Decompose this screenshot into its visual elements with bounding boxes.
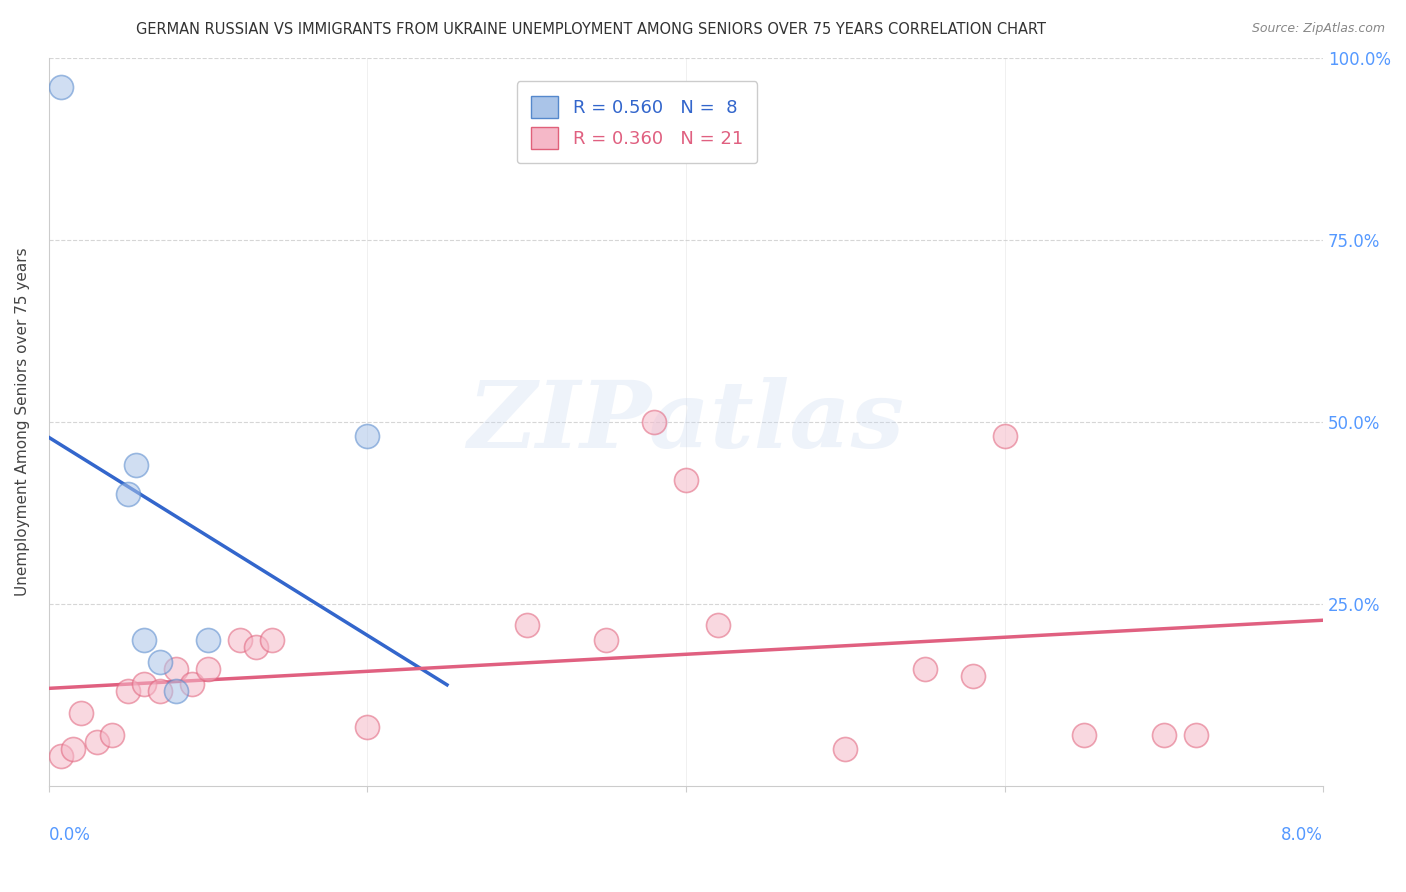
Point [356,720,378,734]
Point [101,728,124,742]
Point [962,669,984,683]
Point [134,632,156,647]
Point [62,742,84,756]
Point [595,632,617,647]
Point [86,735,108,749]
Point [117,487,139,501]
Point [125,458,148,473]
Point [1073,728,1095,742]
Text: Source: ZipAtlas.com: Source: ZipAtlas.com [1251,22,1385,36]
Point [675,473,697,487]
Point [707,618,730,632]
Text: GERMAN RUSSIAN VS IMMIGRANTS FROM UKRAINE UNEMPLOYMENT AMONG SENIORS OVER 75 YEA: GERMAN RUSSIAN VS IMMIGRANTS FROM UKRAIN… [135,22,1046,37]
Point [914,662,936,676]
Point [356,429,378,443]
Point [197,632,219,647]
Point [117,684,139,698]
Point [245,640,267,655]
Point [643,415,665,429]
Point [51,749,73,764]
Point [69,706,91,720]
Point [229,632,252,647]
Point [165,684,187,698]
Text: 0.0%: 0.0% [49,826,90,844]
Point [181,676,204,690]
Y-axis label: Unemployment Among Seniors over 75 years: Unemployment Among Seniors over 75 years [15,247,30,596]
Point [134,676,156,690]
Point [197,662,219,676]
Point [51,79,73,94]
Legend: R = 0.560   N =  8, R = 0.360   N = 21: R = 0.560 N = 8, R = 0.360 N = 21 [516,81,758,163]
Text: ZIPatlas: ZIPatlas [467,376,904,467]
Point [149,655,172,669]
Point [260,632,283,647]
Point [149,684,172,698]
Point [1153,728,1175,742]
Point [834,742,856,756]
Text: 8.0%: 8.0% [1281,826,1323,844]
Point [993,429,1015,443]
Point [165,662,187,676]
Point [516,618,538,632]
Point [1184,728,1206,742]
